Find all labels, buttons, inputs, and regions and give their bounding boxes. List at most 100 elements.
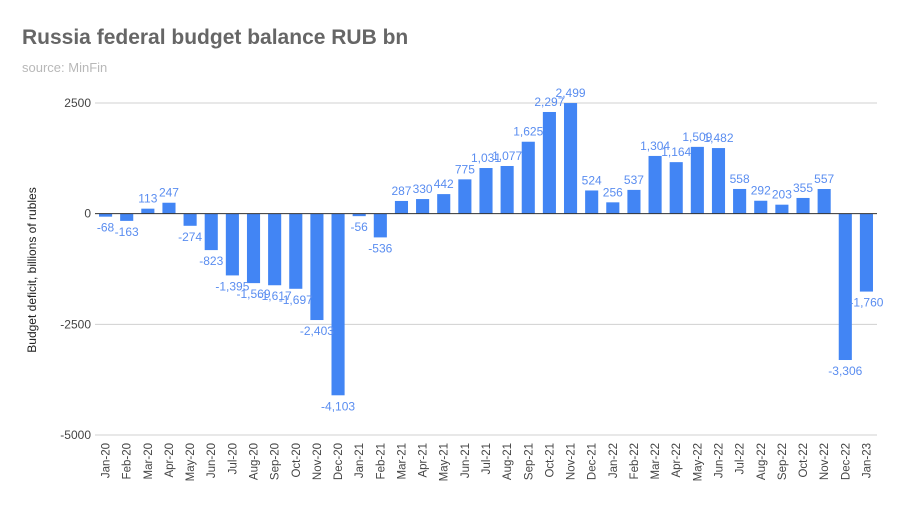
bar-May-20: [183, 213, 197, 226]
x-tick-label: Apr-22: [671, 443, 683, 478]
data-label: 247: [159, 186, 179, 200]
bar-Aug-20: [246, 213, 261, 284]
x-tick-label: Nov-20: [312, 443, 324, 480]
data-label: -1,569: [236, 287, 270, 301]
x-tick-label: Sep-20: [270, 443, 282, 480]
data-label: -274: [178, 230, 202, 244]
x-axis-ticks: Jan-20 Feb-20 Mar-20 Apr-20 May-20 Jun-20 Jul-…: [101, 443, 874, 481]
x-tick-label: Dec-21: [587, 443, 599, 480]
y-tick-label: -5000: [60, 428, 91, 442]
bar-Jun-21: [458, 179, 472, 214]
y-tick-label: 0: [84, 207, 91, 221]
bar-Mar-21: [394, 200, 409, 214]
data-label: -163: [115, 225, 139, 239]
x-tick-label: Jan-20: [101, 443, 113, 478]
data-label: 292: [751, 184, 771, 198]
x-tick-label: Jan-23: [861, 443, 873, 478]
bar-Jun-20: [204, 213, 218, 251]
x-tick-label: Dec-20: [333, 443, 345, 480]
data-label: 355: [793, 181, 813, 195]
bar-May-22: [690, 146, 704, 214]
x-tick-label: Jun-21: [460, 443, 472, 478]
data-label: 1,077: [492, 149, 522, 163]
x-tick-label: Oct-20: [291, 443, 303, 478]
data-label: 558: [730, 172, 750, 186]
x-tick-label: Mar-20: [143, 443, 155, 479]
bar-Feb-20: [120, 213, 134, 221]
x-tick-label: Jun-20: [206, 443, 218, 478]
bar-Apr-22: [669, 162, 683, 214]
bar-Jul-20: [225, 213, 239, 276]
bar-Jan-22: [606, 202, 620, 214]
x-tick-label: Jul-21: [481, 443, 493, 474]
bar-Apr-21: [416, 199, 430, 214]
x-tick-label: Apr-21: [418, 443, 430, 478]
x-tick-label: May-20: [185, 443, 197, 481]
x-tick-label: Jul-20: [227, 443, 239, 474]
bar-Sep-20: [268, 213, 282, 286]
y-axis-ticks: 2500 0 -2500 -5000: [60, 96, 91, 442]
x-tick-label: Feb-21: [375, 443, 387, 479]
data-label: -1,617: [258, 289, 292, 303]
x-tick-label: Sep-22: [777, 443, 789, 480]
x-tick-label: Oct-22: [798, 443, 810, 478]
bar-Nov-20: [310, 213, 324, 321]
bars: [99, 103, 873, 396]
bar-Sep-22: [775, 204, 789, 214]
bar-Dec-21: [585, 190, 599, 214]
bar-Nov-22: [817, 189, 831, 214]
data-label: 1,509: [682, 130, 712, 144]
bar-Aug-22: [754, 200, 768, 214]
x-tick-label: Aug-21: [502, 443, 514, 480]
data-label: -3,306: [828, 364, 862, 378]
data-label: 256: [603, 185, 623, 199]
bar-Jul-21: [479, 168, 493, 214]
data-label: -536: [368, 241, 392, 255]
bar-Feb-21: [373, 213, 387, 238]
bar-Mar-22: [648, 155, 662, 214]
x-tick-label: May-22: [692, 443, 704, 481]
x-tick-label: Jan-22: [608, 443, 620, 478]
x-tick-label: Dec-22: [840, 443, 852, 480]
data-label: 442: [434, 177, 454, 191]
data-label: 775: [455, 162, 475, 176]
bar-Mar-20: [141, 208, 155, 214]
data-label: 1,625: [513, 125, 543, 139]
x-tick-label: Apr-20: [164, 443, 176, 478]
x-tick-label: Mar-21: [396, 443, 408, 479]
bar-Dec-22: [838, 213, 852, 361]
bar-May-21: [437, 194, 451, 214]
chart-title: Russia federal budget balance RUB bn: [22, 26, 409, 49]
data-label: -1,697: [279, 293, 313, 307]
x-tick-label: Sep-21: [523, 443, 535, 480]
data-label: 557: [814, 172, 834, 186]
chart-subtitle: source: MinFin: [22, 60, 108, 75]
bar-Nov-21: [563, 103, 578, 214]
bar-Jan-20: [99, 213, 113, 217]
data-label: -1,760: [849, 296, 883, 310]
data-label: 537: [624, 173, 644, 187]
x-tick-label: Oct-21: [544, 443, 556, 478]
y-axis-label: Budget deficit, billions of rubles: [25, 187, 39, 352]
bar-Feb-22: [627, 189, 641, 214]
x-tick-label: Nov-21: [566, 443, 578, 480]
data-label: 330: [413, 182, 433, 196]
data-label: 203: [772, 188, 792, 202]
bar-Oct-20: [289, 213, 303, 289]
y-tick-label: 2500: [64, 96, 91, 110]
x-tick-label: Jan-21: [354, 443, 366, 478]
x-tick-label: Feb-22: [629, 443, 641, 479]
data-label: -1,395: [215, 279, 249, 293]
data-label: 1,164: [661, 145, 691, 159]
bar-Jan-21: [352, 213, 366, 217]
gridlines: [95, 102, 877, 436]
bar-Aug-21: [500, 165, 514, 214]
data-label: -56: [351, 220, 369, 234]
data-label: -68: [97, 221, 115, 235]
data-label: -823: [199, 254, 223, 268]
bar-Oct-21: [542, 111, 556, 214]
data-label: 287: [391, 184, 411, 198]
bar-Dec-20: [331, 213, 345, 396]
